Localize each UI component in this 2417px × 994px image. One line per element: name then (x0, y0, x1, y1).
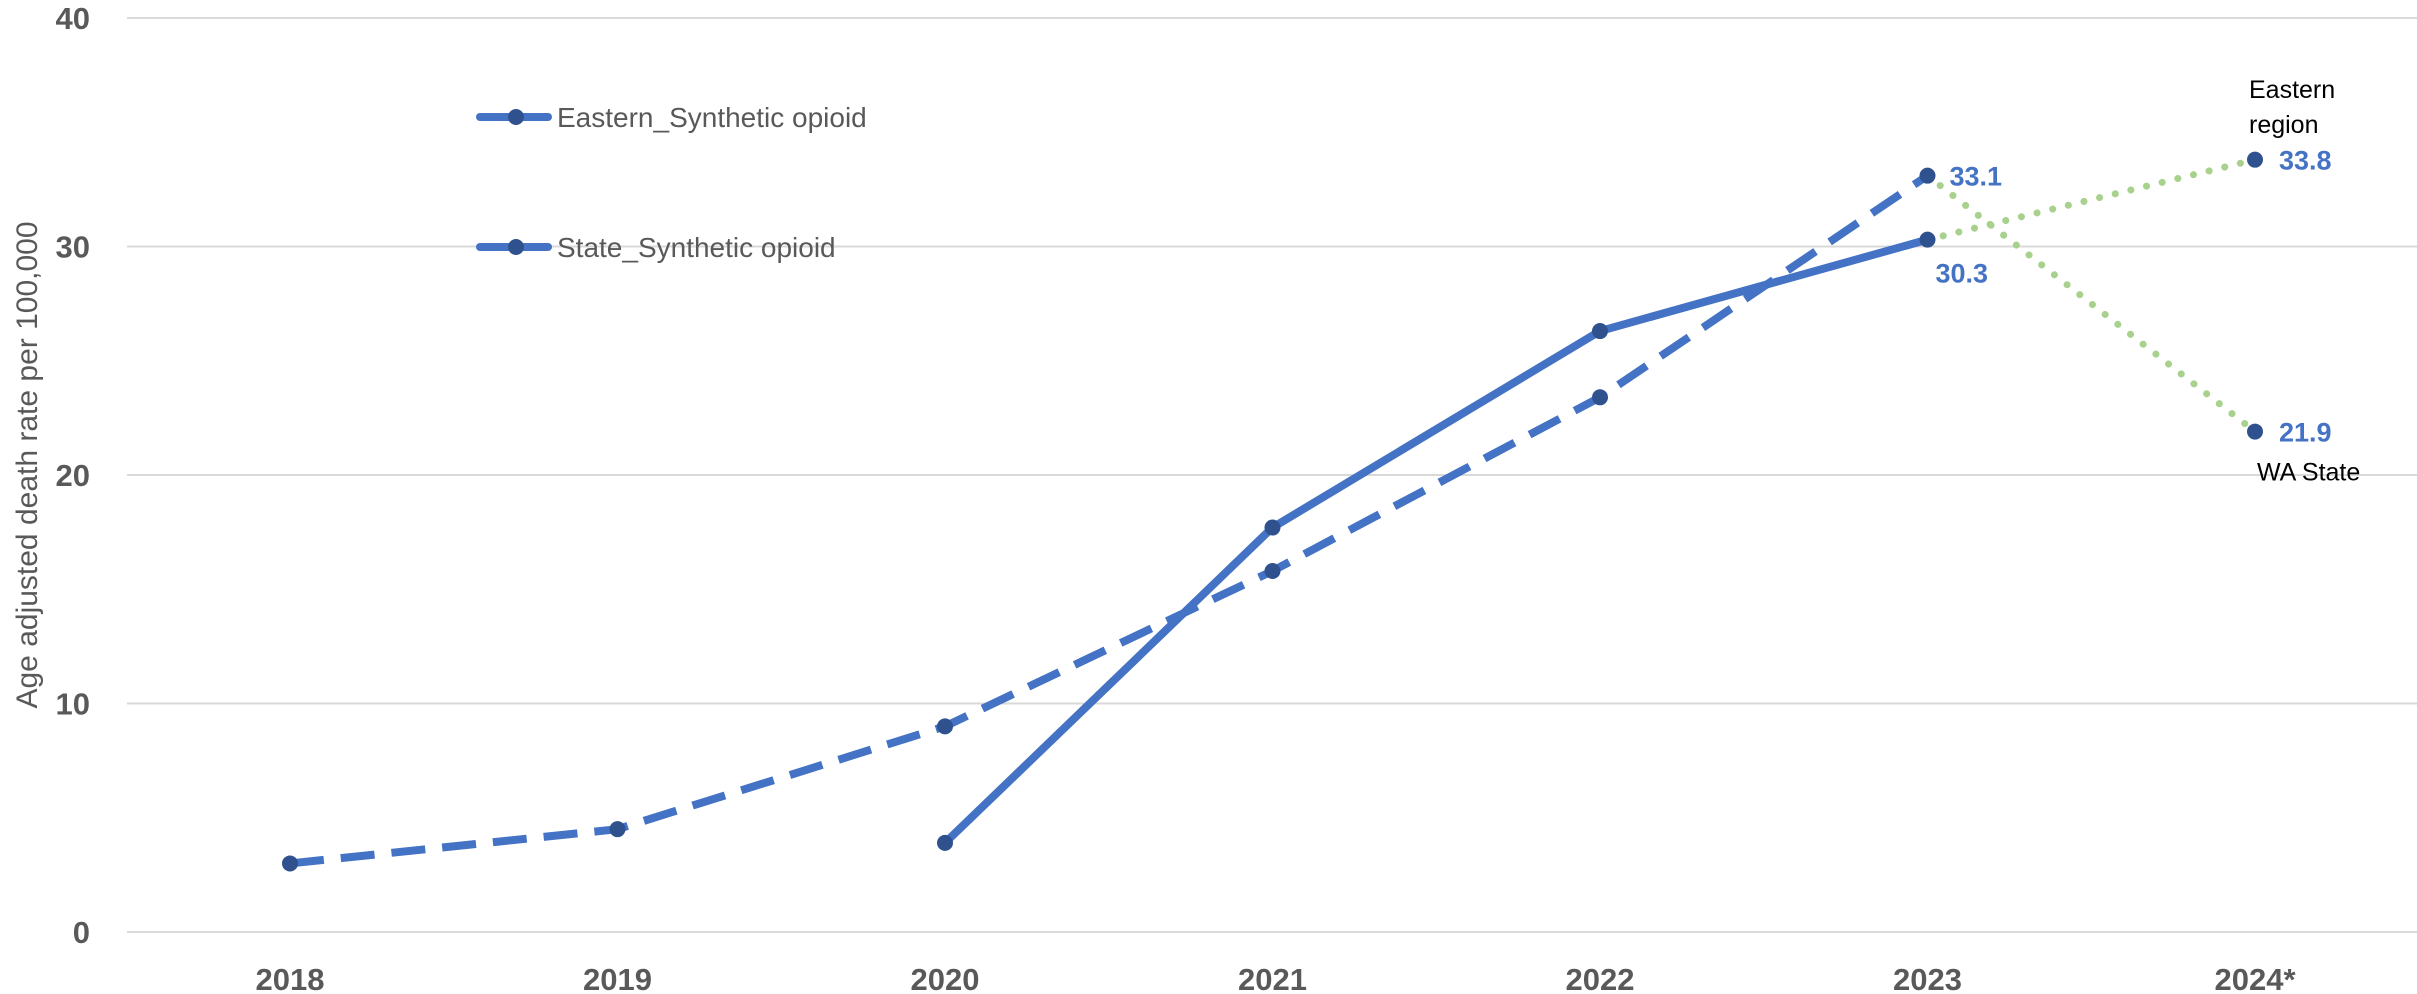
projection-lines (1924, 156, 2259, 436)
series-line-state (289, 172, 1930, 868)
x-tick-label: 2022 (1566, 962, 1635, 994)
y-tick-label: 30 (56, 230, 90, 265)
data-point (1592, 389, 1608, 406)
legend: Eastern_Synthetic opioid State_Synthetic … (476, 102, 867, 263)
annotation-eastern-line1: Eastern (2249, 76, 2335, 104)
legend-label: State_Synthetic opioid (557, 232, 836, 263)
y-tick-label: 10 (56, 687, 90, 722)
series-lines (289, 172, 1932, 868)
data-point (937, 718, 953, 735)
data-label: 21.9 (2279, 418, 2332, 448)
data-label: 30.3 (1936, 259, 1989, 289)
data-point (1264, 519, 1281, 536)
x-tick-label: 2021 (1238, 962, 1307, 994)
gridlines (127, 17, 2417, 933)
projection-line (1924, 172, 2259, 436)
y-tick-label: 20 (56, 458, 90, 493)
data-point (1592, 323, 1608, 340)
series-line-eastern (941, 235, 1932, 847)
y-tick-label: 0 (73, 915, 90, 950)
x-tick-label: 2023 (1893, 962, 1962, 994)
data-point (1264, 562, 1281, 579)
data-point (1919, 231, 1936, 248)
data-label: 33.8 (2279, 146, 2332, 176)
data-point (937, 834, 953, 851)
x-tick-label: 2020 (911, 962, 980, 994)
data-point (609, 821, 626, 838)
annotation-wa-state: WA State (2257, 459, 2360, 487)
markers (282, 151, 2263, 872)
data-point (2247, 423, 2263, 440)
x-tick-label: 2024* (2214, 962, 2296, 994)
x-tick-label: 2018 (256, 962, 325, 994)
x-tick-label: 2019 (583, 962, 652, 994)
y-tick-label: 40 (56, 1, 90, 36)
data-label: 33.1 (1950, 162, 2003, 192)
data-point (2247, 151, 2263, 168)
legend-label: Eastern_Synthetic opioid (557, 102, 867, 133)
annotation-eastern-line2: region (2249, 111, 2319, 139)
y-axis-label: Age adjusted death rate per 100,000 (11, 221, 44, 708)
legend-marker (508, 109, 524, 125)
data-labels: 33.1 30.3 33.8 21.9 Eastern region WA State (1936, 76, 2361, 487)
data-point (1919, 167, 1936, 184)
data-point (282, 855, 298, 872)
axes: Age adjusted death rate per 100,000 0 10 2… (11, 1, 2296, 994)
legend-marker (508, 239, 524, 255)
